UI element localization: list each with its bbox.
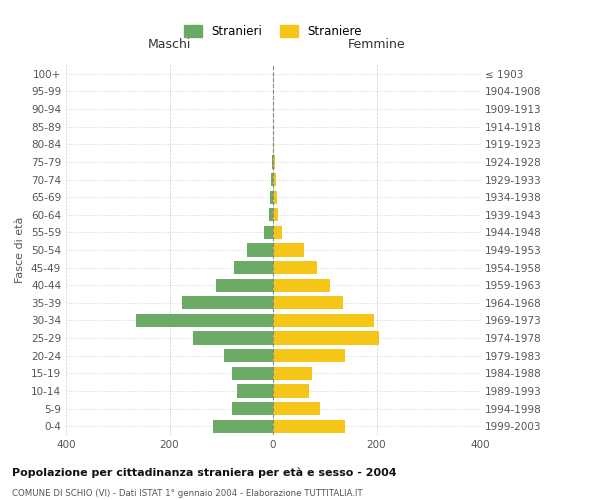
Bar	[232, 366, 273, 380]
Text: COMUNE DI SCHIO (VI) - Dati ISTAT 1° gennaio 2004 - Elaborazione TUTTITALIA.IT: COMUNE DI SCHIO (VI) - Dati ISTAT 1° gen…	[12, 489, 362, 498]
Y-axis label: Fasce di età: Fasce di età	[16, 217, 25, 283]
Legend: Stranieri, Straniere: Stranieri, Straniere	[178, 19, 368, 44]
Bar	[216, 278, 273, 292]
Bar	[273, 314, 374, 327]
Text: Popolazione per cittadinanza straniera per età e sesso - 2004: Popolazione per cittadinanza straniera p…	[12, 468, 397, 478]
Bar	[273, 173, 275, 186]
Bar	[272, 156, 273, 168]
Bar	[273, 366, 312, 380]
Text: Femmine: Femmine	[347, 38, 406, 51]
Bar	[237, 384, 273, 398]
Bar	[136, 314, 273, 327]
Bar	[273, 208, 278, 222]
Bar	[273, 278, 330, 292]
Bar	[271, 190, 273, 204]
Bar	[273, 190, 277, 204]
Bar	[273, 244, 304, 256]
Bar	[263, 226, 273, 239]
Bar	[273, 402, 320, 415]
Bar	[273, 296, 343, 310]
Bar	[273, 226, 283, 239]
Bar	[273, 138, 274, 151]
Bar	[182, 296, 273, 310]
Bar	[247, 244, 273, 256]
Text: Maschi: Maschi	[148, 38, 191, 51]
Bar	[234, 261, 273, 274]
Bar	[273, 261, 317, 274]
Bar	[232, 402, 273, 415]
Bar	[193, 332, 273, 344]
Bar	[273, 332, 379, 344]
Bar	[224, 349, 273, 362]
Bar	[214, 420, 273, 433]
Bar	[273, 384, 309, 398]
Bar	[269, 208, 273, 222]
Bar	[273, 349, 346, 362]
Bar	[271, 173, 273, 186]
Bar	[273, 420, 346, 433]
Bar	[273, 156, 275, 168]
